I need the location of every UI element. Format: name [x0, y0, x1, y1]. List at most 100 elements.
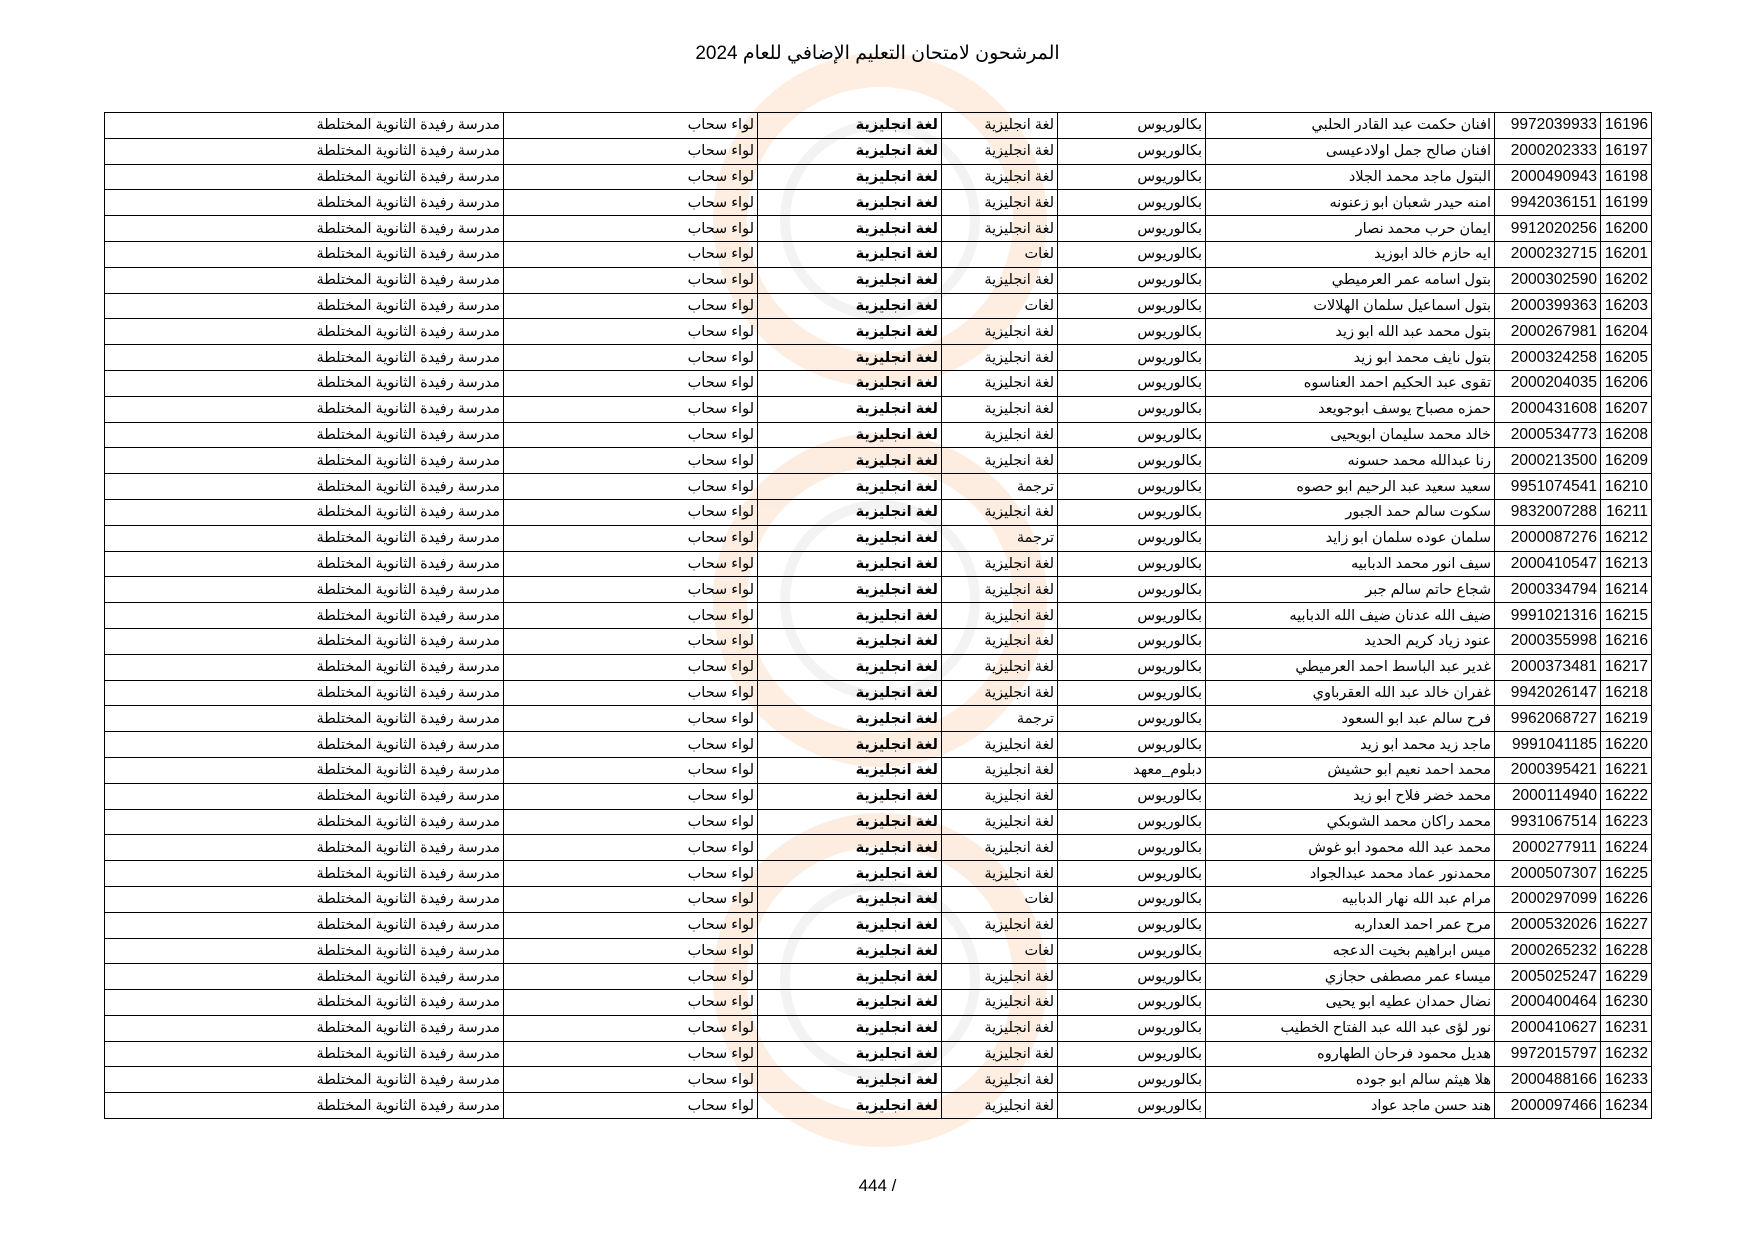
- table-row: 16204 2000267981 بتول محمد عبد الله ابو زي…: [104, 318, 1652, 346]
- major-cell: لغة انجليزية: [757, 112, 942, 139]
- school-cell: مدرسة رفيدة الثانوية المختلطة: [104, 1092, 504, 1120]
- table-row: 16211 9832007288 سكوت سالم حمد الجبور بكالو…: [104, 498, 1652, 526]
- school-cell: مدرسة رفيدة الثانوية المختلطة: [104, 215, 504, 242]
- district-cell: لواء سحاب: [503, 808, 758, 836]
- school-cell: مدرسة رفيدة الثانوية المختلطة: [104, 189, 504, 217]
- table-row: 16207 2000431608 حمزه مصباح يوسف ابوجويعد ب…: [104, 395, 1652, 423]
- national-id-cell: 2000204035: [1494, 369, 1601, 397]
- major-cell: لغة انجليزية: [757, 731, 942, 758]
- seq-cell: 16227: [1600, 911, 1652, 939]
- table-row: 16234 2000097466 هند حسن ماجد عواد بكالوريو…: [104, 1092, 1652, 1120]
- national-id-cell: 2000087276: [1494, 524, 1601, 552]
- seq-cell: 16226: [1600, 885, 1652, 913]
- name-cell: غفران خالد عبد الله العقرباوي: [1205, 679, 1495, 707]
- document-title: المرشحون لامتحان التعليم الإضافي للعام 2…: [695, 43, 1060, 64]
- school-cell: مدرسة رفيدة الثانوية المختلطة: [104, 344, 504, 371]
- major-cell: لغة انجليزية: [757, 473, 942, 500]
- district-cell: لواء سحاب: [503, 1092, 758, 1120]
- seq-cell: 16206: [1600, 369, 1652, 397]
- name-cell: نضال حمدان عطيه ابو يحيى: [1205, 989, 1495, 1016]
- national-id-cell: 2000302590: [1494, 266, 1601, 294]
- national-id-cell: 9942036151: [1494, 189, 1601, 217]
- national-id-cell: 9972039933: [1494, 112, 1601, 139]
- district-cell: لواء سحاب: [503, 318, 758, 346]
- degree-cell: بكالوريوس: [1057, 189, 1206, 217]
- table-row: 16228 2000265232 ميس ابراهيم بخيت الدعجه بك…: [104, 937, 1652, 965]
- specialization-cell: لغة انجليزية: [941, 756, 1058, 784]
- degree-cell: بكالوريوس: [1057, 885, 1206, 913]
- specialization-cell: لغة انجليزية: [941, 163, 1058, 191]
- name-cell: محمد خضر فلاح ابو زيد: [1205, 782, 1495, 810]
- seq-cell: 16199: [1600, 189, 1652, 217]
- specialization-cell: لغات: [941, 937, 1058, 965]
- table-row: 16230 2000400464 نضال حمدان عطيه ابو يحيى ب…: [104, 989, 1652, 1016]
- school-cell: مدرسة رفيدة الثانوية المختلطة: [104, 679, 504, 707]
- specialization-cell: لغة انجليزية: [941, 860, 1058, 887]
- district-cell: لواء سحاب: [503, 911, 758, 939]
- table-row: 16201 2000232715 ايه حازم خالد ابوزيد بكالو…: [104, 240, 1652, 268]
- seq-cell: 16207: [1600, 395, 1652, 423]
- seq-cell: 16219: [1600, 705, 1652, 733]
- district-cell: لواء سحاب: [503, 705, 758, 733]
- table-row: 16222 2000114940 محمد خضر فلاح ابو زيد بكال…: [104, 782, 1652, 810]
- specialization-cell: لغات: [941, 885, 1058, 913]
- national-id-cell: 2000213500: [1494, 447, 1601, 475]
- national-id-cell: 2000265232: [1494, 937, 1601, 965]
- school-cell: مدرسة رفيدة الثانوية المختلطة: [104, 421, 504, 449]
- school-cell: مدرسة رفيدة الثانوية المختلطة: [104, 705, 504, 733]
- district-cell: لواء سحاب: [503, 395, 758, 423]
- major-cell: لغة انجليزية: [757, 163, 942, 191]
- name-cell: رنا عبدالله محمد حسونه: [1205, 447, 1495, 475]
- specialization-cell: لغات: [941, 240, 1058, 268]
- degree-cell: بكالوريوس: [1057, 498, 1206, 526]
- seq-cell: 16205: [1600, 344, 1652, 371]
- seq-cell: 16223: [1600, 808, 1652, 836]
- national-id-cell: 2000532026: [1494, 911, 1601, 939]
- degree-cell: بكالوريوس: [1057, 1092, 1206, 1120]
- school-cell: مدرسة رفيدة الثانوية المختلطة: [104, 137, 504, 165]
- degree-cell: بكالوريوس: [1057, 112, 1206, 139]
- seq-cell: 16203: [1600, 292, 1652, 320]
- major-cell: لغة انجليزية: [757, 860, 942, 887]
- national-id-cell: 9962068727: [1494, 705, 1601, 733]
- degree-cell: بكالوريوس: [1057, 860, 1206, 887]
- school-cell: مدرسة رفيدة الثانوية المختلطة: [104, 731, 504, 758]
- degree-cell: بكالوريوس: [1057, 834, 1206, 862]
- degree-cell: بكالوريوس: [1057, 963, 1206, 991]
- school-cell: مدرسة رفيدة الثانوية المختلطة: [104, 937, 504, 965]
- table-row: 16220 9991041185 ماجد زيد محمد ابو زيد بكال…: [104, 731, 1652, 758]
- major-cell: لغة انجليزية: [757, 576, 942, 604]
- table-row: 16225 2000507307 محمدنور عماد محمد عبدالجو…: [104, 860, 1652, 887]
- district-cell: لواء سحاب: [503, 473, 758, 500]
- district-cell: لواء سحاب: [503, 731, 758, 758]
- major-cell: لغة انجليزية: [757, 395, 942, 423]
- specialization-cell: لغة انجليزية: [941, 550, 1058, 578]
- name-cell: سكوت سالم حمد الجبور: [1205, 498, 1495, 526]
- table-row: 16214 2000334794 شجاع حاتم سالم جبر بكالوري…: [104, 576, 1652, 604]
- district-cell: لواء سحاب: [503, 137, 758, 165]
- name-cell: عنود زياد كريم الحديد: [1205, 627, 1495, 655]
- specialization-cell: ترجمة: [941, 524, 1058, 552]
- specialization-cell: لغة انجليزية: [941, 653, 1058, 681]
- table-row: 16231 2000410627 نور لؤى عبد الله عبد الفت…: [104, 1014, 1652, 1042]
- name-cell: ايه حازم خالد ابوزيد: [1205, 240, 1495, 268]
- name-cell: بتول نايف محمد ابو زيد: [1205, 344, 1495, 371]
- name-cell: حمزه مصباح يوسف ابوجويعد: [1205, 395, 1495, 423]
- major-cell: لغة انجليزية: [757, 808, 942, 836]
- seq-cell: 16204: [1600, 318, 1652, 346]
- district-cell: لواء سحاب: [503, 653, 758, 681]
- school-cell: مدرسة رفيدة الثانوية المختلطة: [104, 1014, 504, 1042]
- table-row: 16209 2000213500 رنا عبدالله محمد حسونه بكا…: [104, 447, 1652, 475]
- national-id-cell: 2000534773: [1494, 421, 1601, 449]
- name-cell: سعيد سعيد عبد الرحيم ابو حصوه: [1205, 473, 1495, 500]
- seq-cell: 16212: [1600, 524, 1652, 552]
- district-cell: لواء سحاب: [503, 963, 758, 991]
- candidates-table: 16196 9972039933 افنان حكمت عبد القادر الح…: [104, 112, 1652, 1120]
- national-id-cell: 2000202333: [1494, 137, 1601, 165]
- school-cell: مدرسة رفيدة الثانوية المختلطة: [104, 602, 504, 629]
- degree-cell: بكالوريوس: [1057, 653, 1206, 681]
- name-cell: بتول اسماعيل سلمان الهلالات: [1205, 292, 1495, 320]
- seq-cell: 16208: [1600, 421, 1652, 449]
- school-cell: مدرسة رفيدة الثانوية المختلطة: [104, 112, 504, 139]
- degree-cell: بكالوريوس: [1057, 911, 1206, 939]
